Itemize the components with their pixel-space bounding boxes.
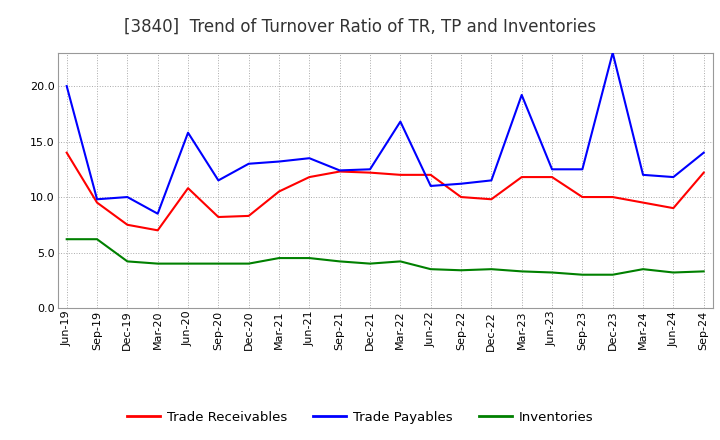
Legend: Trade Receivables, Trade Payables, Inventories: Trade Receivables, Trade Payables, Inven… xyxy=(122,405,598,429)
Text: [3840]  Trend of Turnover Ratio of TR, TP and Inventories: [3840] Trend of Turnover Ratio of TR, TP… xyxy=(124,18,596,35)
